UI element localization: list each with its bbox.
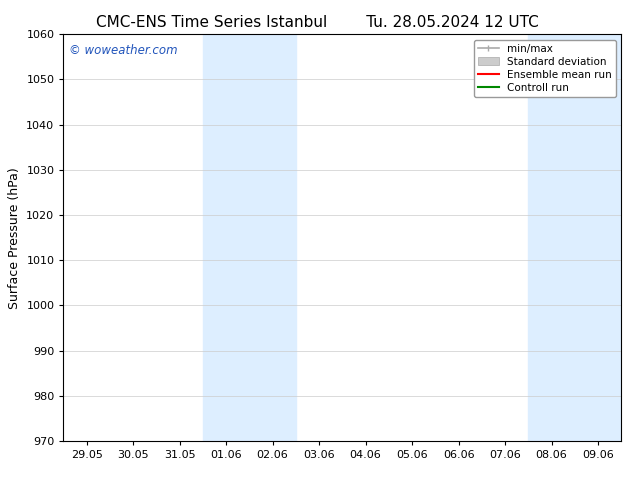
Bar (203, 34, 296, 441)
Y-axis label: Surface Pressure (hPa): Surface Pressure (hPa) (8, 167, 21, 309)
Legend: min/max, Standard deviation, Ensemble mean run, Controll run: min/max, Standard deviation, Ensemble me… (474, 40, 616, 97)
Bar (528, 34, 621, 441)
Text: © woweather.com: © woweather.com (69, 45, 178, 57)
Text: CMC-ENS Time Series Istanbul        Tu. 28.05.2024 12 UTC: CMC-ENS Time Series Istanbul Tu. 28.05.2… (96, 15, 538, 30)
